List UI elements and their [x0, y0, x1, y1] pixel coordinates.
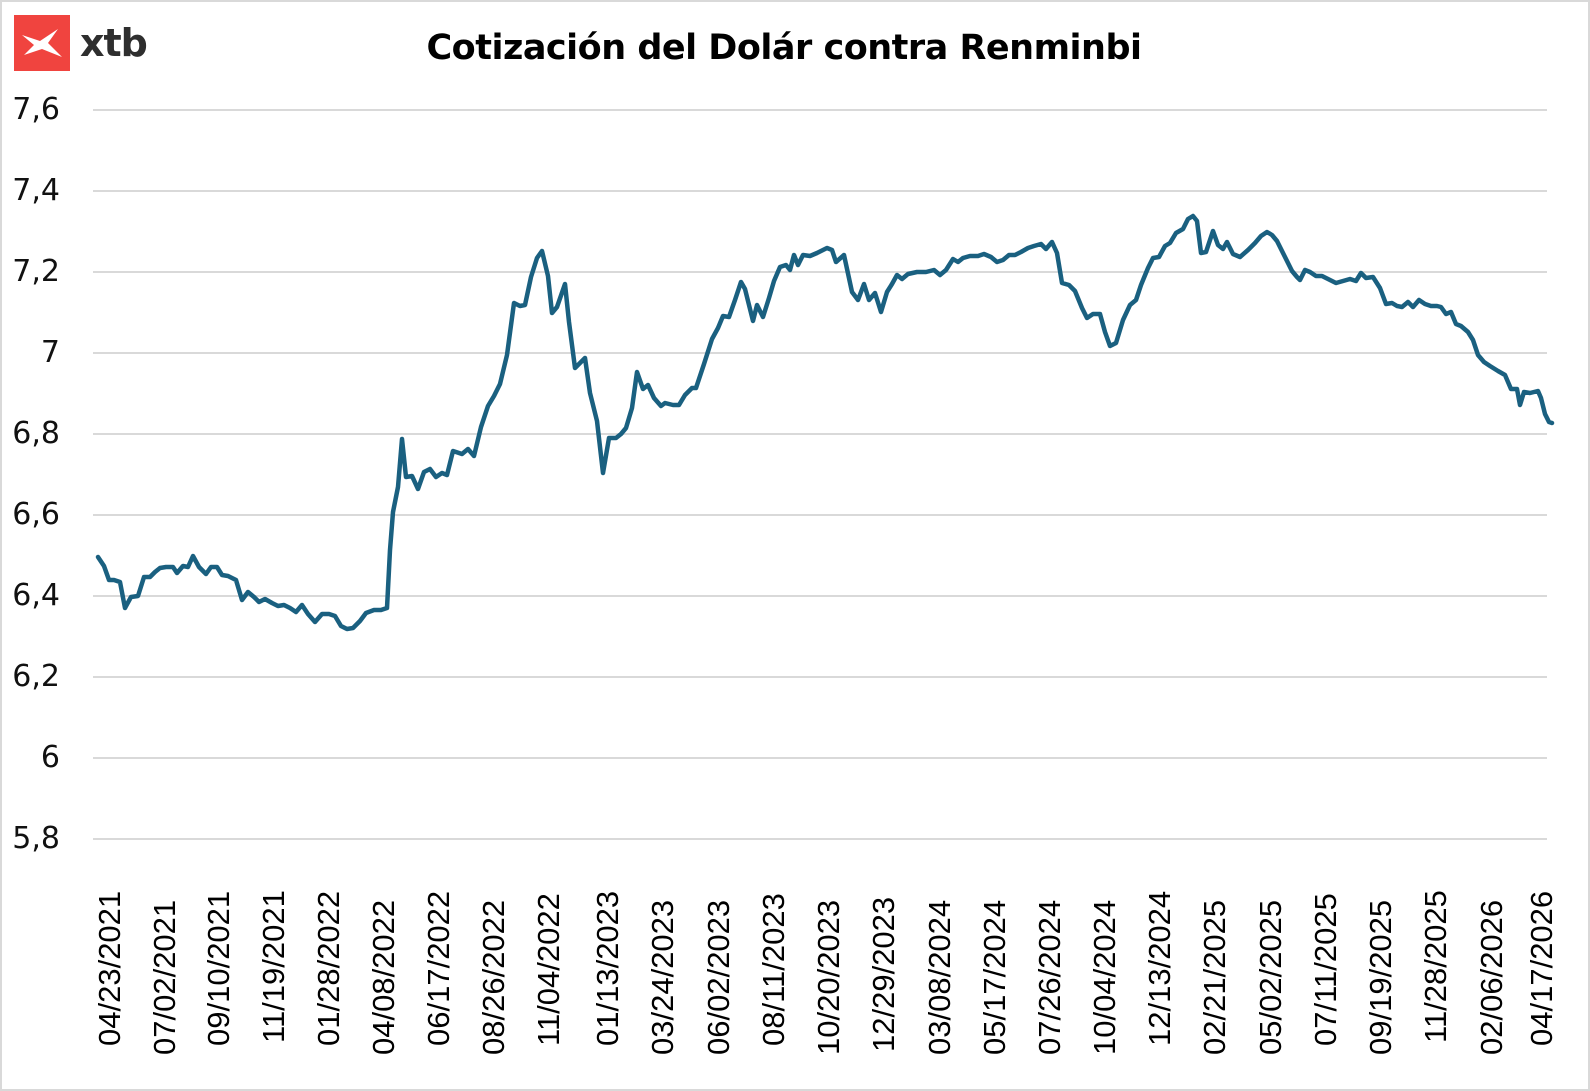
- x-tick-label: 03/24/2023: [645, 899, 680, 1055]
- usd-cny-line: [95, 213, 1555, 632]
- y-tick-label: 6,2: [12, 659, 60, 694]
- x-tick-label: 08/11/2023: [756, 893, 791, 1046]
- x-tick-label: 02/21/2025: [1197, 899, 1232, 1055]
- brand-logo: xtb: [14, 15, 148, 71]
- x-tick-label: 09/19/2025: [1363, 899, 1398, 1055]
- x-tick-label: 10/20/2023: [811, 899, 846, 1055]
- x-tick-label: 04/17/2026: [1524, 890, 1559, 1046]
- y-tick-label: 7,4: [12, 173, 60, 208]
- x-tick-label: 12/13/2024: [1142, 890, 1177, 1046]
- brand-name: xtb: [80, 21, 148, 65]
- x-tick-label: 10/04/2024: [1087, 899, 1122, 1055]
- x-tick-label: 11/04/2022: [531, 893, 566, 1046]
- x-tick-label: 05/02/2025: [1253, 899, 1288, 1055]
- x-tick-label: 06/17/2022: [421, 890, 456, 1046]
- y-tick-label: 6,8: [12, 416, 60, 451]
- x-tick-label: 11/19/2021: [256, 890, 291, 1043]
- x-tick-label: 03/08/2024: [922, 899, 957, 1055]
- y-tick-label: 6,4: [12, 578, 60, 613]
- x-tick-label: 07/02/2021: [147, 899, 182, 1055]
- y-tick-label: 6,6: [12, 497, 60, 532]
- x-tick-label: 01/28/2022: [311, 890, 346, 1046]
- chart-title: Cotización del Dolár contra Renminbi: [426, 28, 1142, 68]
- y-tick-label: 7,2: [12, 254, 60, 289]
- x-tick-label: 04/08/2022: [366, 899, 401, 1055]
- x-tick-label: 04/23/2021: [92, 890, 127, 1046]
- y-tick-label: 7,6: [12, 92, 60, 127]
- x-tick-label: 08/26/2022: [476, 899, 511, 1055]
- x-tick-label: 07/11/2025: [1308, 893, 1343, 1046]
- x-tick-label: 07/26/2024: [1032, 899, 1067, 1055]
- x-tick-label: 09/10/2021: [201, 890, 236, 1046]
- x-tick-label: 05/17/2024: [977, 899, 1012, 1055]
- gridlines: [93, 109, 1547, 840]
- x-tick-label: 02/06/2026: [1474, 899, 1509, 1055]
- x-tick-label: 11/28/2025: [1418, 890, 1453, 1043]
- x-tick-label: 01/13/2023: [590, 890, 625, 1046]
- x-tick-label: 06/02/2023: [701, 899, 736, 1055]
- xtb-logo-icon: [14, 15, 70, 71]
- y-tick-label: 6: [40, 740, 60, 775]
- x-tick-label: 12/29/2023: [866, 896, 901, 1052]
- y-tick-label: 5,8: [12, 821, 60, 856]
- y-tick-label: 7: [40, 335, 60, 370]
